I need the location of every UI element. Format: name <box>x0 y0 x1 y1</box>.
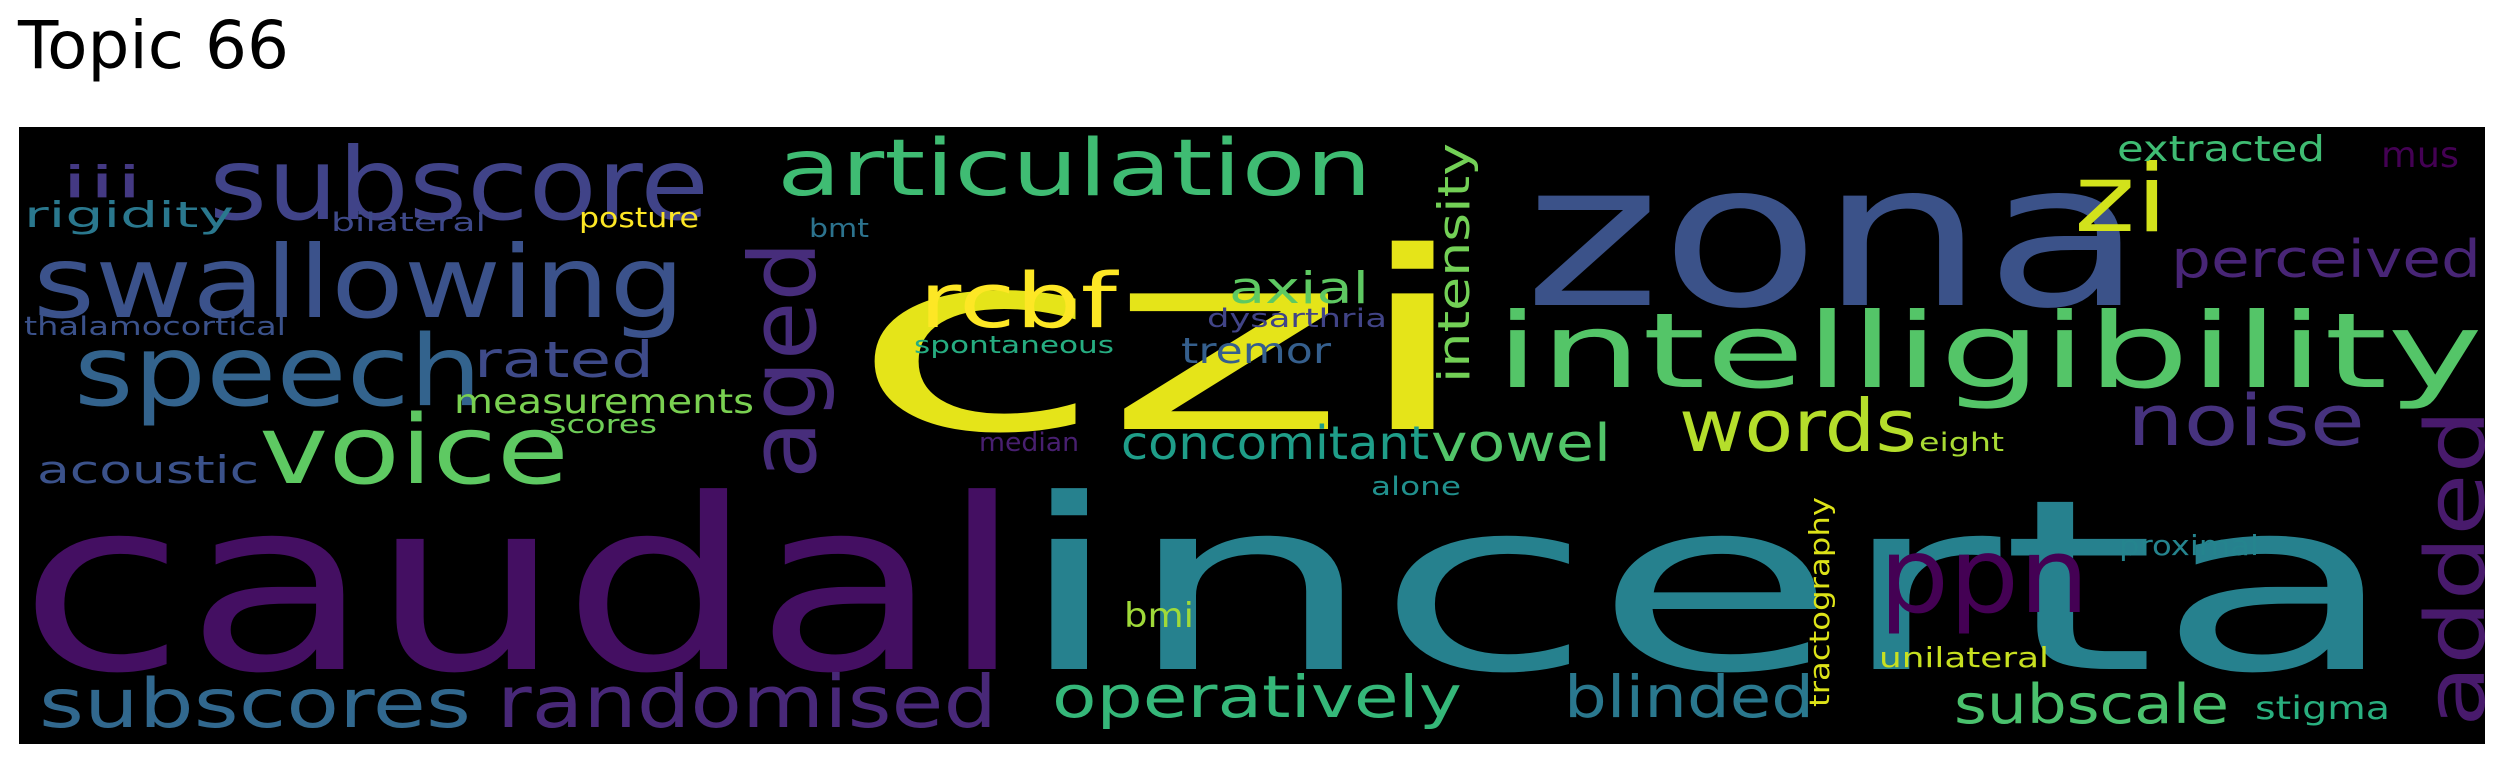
word-tremor: tremor <box>1181 331 1331 372</box>
word-dysarthria: dysarthria <box>1207 304 1387 334</box>
word-cloud-canvas: czi incerta caudal zona intelligibility … <box>19 127 2485 744</box>
word-scores: scores <box>549 410 657 440</box>
word-czi: czi <box>849 200 1477 488</box>
word-rigidity: rigidity <box>24 195 234 236</box>
word-perceived: perceived <box>2171 230 2481 290</box>
word-words: words <box>1679 384 1917 468</box>
word-tractography: tractography <box>1803 497 1836 707</box>
word-cloud: czi incerta caudal zona intelligibility … <box>19 127 2485 744</box>
word-caudal: caudal <box>19 449 1024 726</box>
word-bilateral: bilateral <box>331 208 486 238</box>
word-zi: zi <box>2074 145 2168 254</box>
word-spontaneous: spontaneous <box>914 331 1114 359</box>
word-concomitant: concomitant <box>1121 416 1429 470</box>
word-intelligibility: intelligibility <box>1495 290 2483 412</box>
word-zona: zona <box>1524 127 2144 353</box>
word-measurements: measurements <box>454 382 754 422</box>
word-swallowing: swallowing <box>33 224 685 341</box>
word-bmi: bmi <box>1124 596 1194 636</box>
word-intensity: intensity <box>1429 143 1480 383</box>
word-eight: eight <box>1919 428 2004 458</box>
word-bmt: bmt <box>809 214 869 244</box>
word-added: added <box>2409 409 2485 727</box>
word-articulation: articulation <box>777 127 1372 214</box>
word-thalamocortical: thalamocortical <box>24 312 286 342</box>
word-speech: speech <box>74 315 482 429</box>
page-title: Topic 66 <box>18 7 289 84</box>
word-unilateral: unilateral <box>1879 641 2049 674</box>
word-randomised: randomised <box>497 660 997 744</box>
word-subscore: subscore <box>209 127 709 243</box>
word-stigma: stigma <box>2255 689 2390 727</box>
word-extracted: extracted <box>2117 129 2325 170</box>
word-rcbf: rcbf <box>919 256 1120 345</box>
word-subscale: subscale <box>1954 673 2229 736</box>
word-rated: rated <box>474 331 654 389</box>
word-vowel: vowel <box>1431 414 1611 474</box>
word-noise: noise <box>2127 380 2365 462</box>
word-aged: aged <box>730 241 837 479</box>
word-posture: posture <box>579 201 699 234</box>
word-median: median <box>979 428 1079 458</box>
word-axial: axial <box>1229 263 1369 314</box>
word-mus: mus <box>2381 135 2459 176</box>
word-iii: iii <box>61 157 143 208</box>
word-voice: voice <box>259 396 569 506</box>
word-acoustic: acoustic <box>37 448 259 492</box>
word-blinded: blinded <box>1564 663 1814 731</box>
word-ppn: ppn <box>1879 515 2089 637</box>
word-alone: alone <box>1371 472 1461 502</box>
word-subscores: subscores <box>39 665 471 744</box>
word-operatively: operatively <box>1052 663 1462 731</box>
word-incerta: incerta <box>1014 449 2399 726</box>
word-proximal: proximal <box>2119 529 2259 562</box>
